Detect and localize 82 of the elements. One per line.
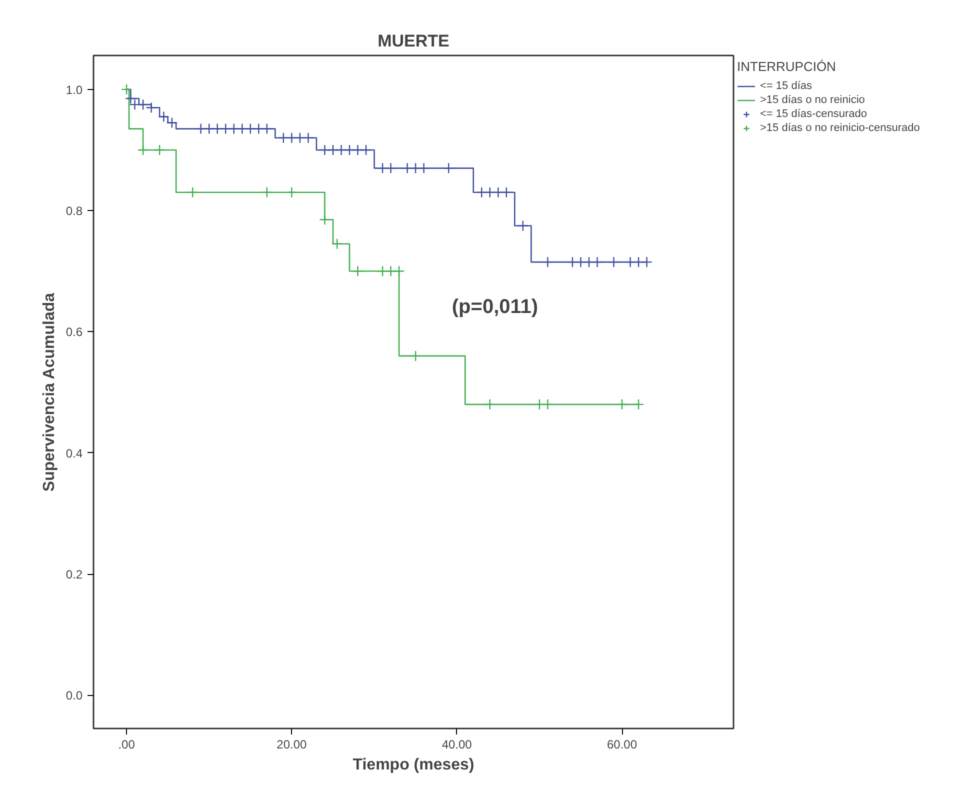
- point: [166, 117, 178, 128]
- point: [186, 186, 198, 198]
- x-tick-label: .00: [118, 738, 136, 752]
- point: [566, 256, 578, 268]
- point: [261, 186, 273, 198]
- point: [253, 123, 264, 134]
- point: [137, 98, 149, 110]
- point: [385, 266, 396, 277]
- point: [376, 266, 388, 277]
- point: [336, 144, 347, 156]
- point: [500, 186, 512, 198]
- y-tick-label: 1.0: [66, 82, 83, 97]
- point: [352, 144, 364, 156]
- point: [352, 266, 364, 277]
- y-tick-label: 0.2: [66, 568, 83, 582]
- y-tick-label: 0.8: [66, 204, 83, 218]
- point: [319, 214, 330, 226]
- y-axis-title: Supervivencia Acumulada: [40, 292, 58, 492]
- point: [583, 256, 595, 268]
- point: [542, 398, 554, 410]
- point: [327, 144, 339, 156]
- point: [195, 123, 206, 134]
- point: [534, 398, 546, 410]
- point: [632, 398, 644, 410]
- point: [294, 132, 306, 144]
- point: [616, 398, 628, 410]
- point: [344, 144, 356, 156]
- point: [137, 144, 149, 156]
- point: [125, 92, 136, 104]
- point: [410, 350, 422, 362]
- point: [154, 144, 166, 156]
- point: [129, 98, 140, 110]
- y-tick-label: 0.6: [66, 325, 83, 340]
- point: [212, 123, 223, 134]
- point: [220, 123, 232, 134]
- point: [476, 186, 488, 198]
- point: [492, 186, 504, 198]
- point: [385, 162, 396, 174]
- legend-label: <= 15 días: [760, 79, 812, 93]
- point: [261, 123, 273, 134]
- chart-title: MUERTE: [378, 32, 450, 50]
- legend-label: <= 15 días-censurado: [760, 107, 868, 121]
- y-tick-label: 0.0: [66, 688, 83, 703]
- point: [228, 123, 240, 134]
- point: [592, 256, 603, 268]
- point: [632, 256, 644, 268]
- point: [393, 266, 405, 277]
- point: [442, 162, 454, 174]
- point: [286, 186, 298, 198]
- point: [418, 162, 430, 174]
- point: [244, 123, 256, 134]
- point: [146, 102, 157, 114]
- point: [278, 132, 290, 144]
- point: [302, 132, 314, 144]
- x-tick-label: 20.00: [276, 738, 308, 752]
- legend-title: INTERRUPCIÓN: [737, 59, 837, 74]
- y-tick-label: 0.4: [66, 446, 83, 460]
- point: [158, 111, 170, 122]
- point: [624, 256, 636, 268]
- point: [376, 162, 388, 174]
- point: [641, 256, 652, 268]
- point: [204, 123, 215, 134]
- point: [286, 132, 298, 144]
- point: [120, 84, 132, 96]
- x-axis-title: Tiempo (meses): [352, 756, 474, 774]
- point: [484, 186, 496, 198]
- x-tick-label: 60.00: [607, 738, 638, 752]
- point: [575, 256, 586, 268]
- point: [360, 144, 372, 156]
- x-tick-label: 40.00: [442, 738, 472, 752]
- point: [319, 144, 330, 156]
- point: [517, 220, 529, 232]
- legend-label: >15 días o no reinicio: [760, 93, 865, 107]
- point: [484, 398, 496, 410]
- point: [402, 162, 413, 174]
- point: [332, 238, 343, 250]
- legend-label: >15 días o no reinicio-censurado: [760, 121, 920, 135]
- point: [542, 256, 554, 268]
- point: [608, 256, 620, 268]
- annotation: (p=0,011): [452, 296, 538, 318]
- point: [410, 162, 422, 174]
- point: [236, 123, 248, 134]
